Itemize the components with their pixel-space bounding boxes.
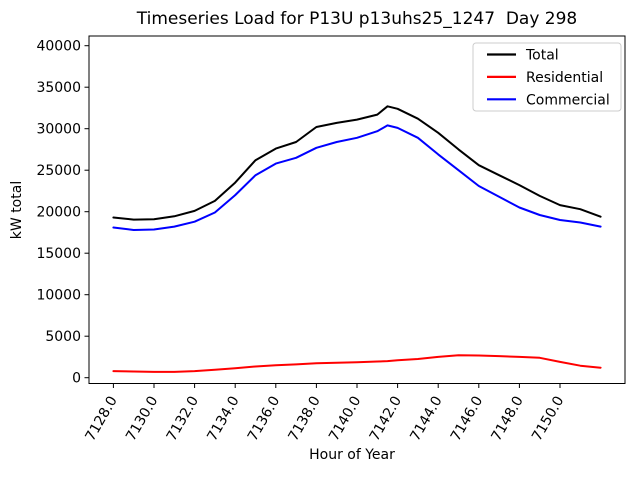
legend-label-commercial: Commercial [526,92,610,108]
y-tick-label: 0 [72,371,81,387]
series-line-residential [112,354,602,373]
chart-title: Timeseries Load for P13U p13uhs25_1247 D… [136,9,578,29]
y-axis-label: kW total [9,181,25,239]
y-tick-label: 15000 [36,246,81,262]
x-tick-label: 7144.0 [407,394,445,444]
y-tick-label: 30000 [36,122,81,138]
y-tick-label: 10000 [36,288,81,304]
legend-box [472,42,622,112]
legend-label-total: Total [525,48,559,64]
y-tick-label: 40000 [36,39,81,55]
y-tick-label: 5000 [45,329,81,345]
series-line-total [112,105,602,221]
x-tick-label: 7128.0 [83,394,121,444]
series-line-commercial [112,124,602,231]
x-tick-label: 7146.0 [448,394,486,444]
x-tick-label: 7142.0 [367,394,405,444]
x-tick-label: 7148.0 [489,394,527,444]
legend: Total Residential Commercial [472,42,622,112]
x-tick-label: 7136.0 [245,394,283,444]
x-tick-label: 7138.0 [286,394,324,444]
y-tick-label: 20000 [36,205,81,221]
legend-label-residential: Residential [526,70,603,86]
x-tick-label: 7150.0 [529,394,567,444]
series-lines [112,105,602,373]
y-axis-ticks: 0 5000 10000 15000 20000 25000 30000 35000 40000 [36,39,89,387]
x-tick-label: 7134.0 [204,394,242,444]
y-tick-label: 35000 [36,80,81,96]
x-tick-label: 7132.0 [164,394,202,444]
x-axis-label: Hour of Year [309,447,395,463]
x-tick-label: 7130.0 [123,394,161,444]
x-tick-label: 7140.0 [326,394,364,444]
x-axis-ticks: 7128.0 7130.0 7132.0 7134.0 7136.0 7138.0 7140… [83,383,567,444]
y-tick-label: 25000 [36,163,81,179]
